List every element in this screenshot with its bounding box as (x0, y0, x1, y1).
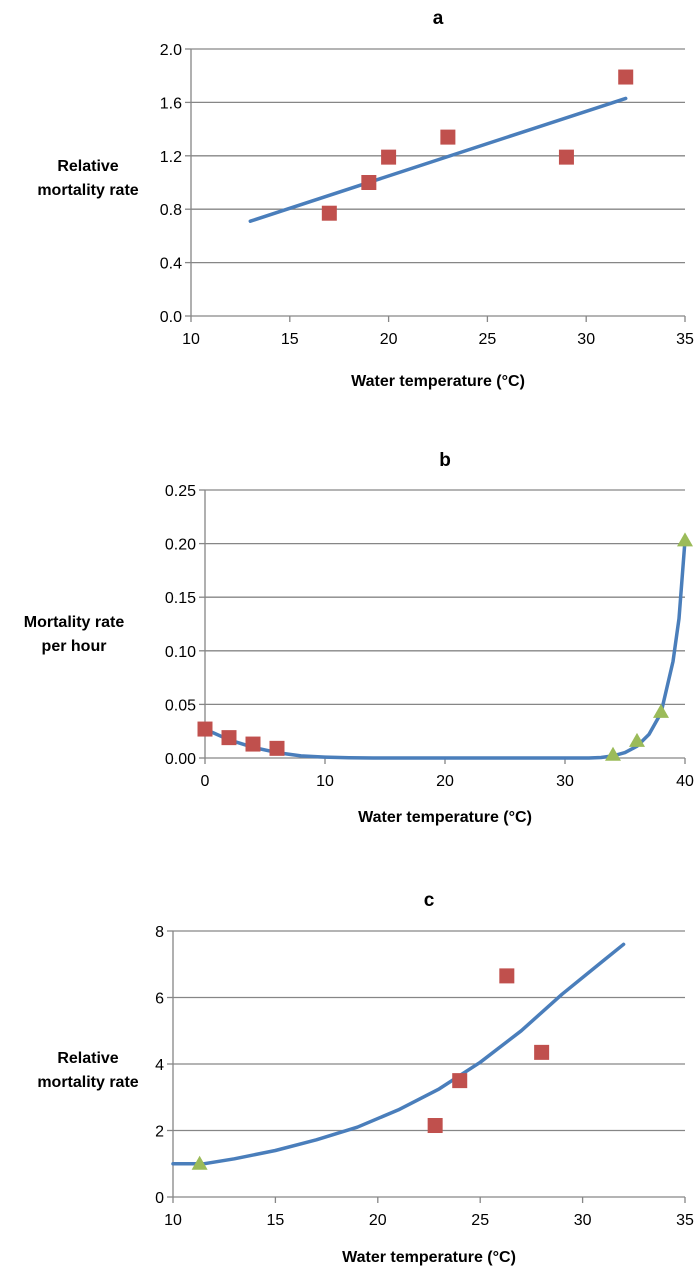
x-tick-label: 25 (479, 331, 497, 348)
square-data-point (534, 1044, 550, 1060)
y-tick-label: 0.4 (160, 256, 182, 273)
square-data-point (221, 730, 237, 746)
chart-c: 0 2 4 6 8 10 15 20 25 30 35 c Water temperature (°C)… (37, 890, 694, 1266)
triangle-data-point (629, 732, 645, 747)
triangle-data-point (605, 746, 621, 761)
triangle-data-point (653, 703, 669, 718)
y-tick-label: 0.10 (165, 644, 196, 661)
x-tick-label: 0 (201, 773, 210, 790)
y-axis-label: Mortality rate per hour (24, 614, 125, 655)
fit-line (171, 942, 626, 1166)
square-data-point (381, 149, 397, 165)
y-tick-label: 2 (155, 1124, 164, 1141)
x-tick-label: 15 (267, 1212, 285, 1229)
y-tick-label: 0.05 (165, 697, 196, 714)
square-data-point (269, 740, 285, 756)
y-tick-label: 0.15 (165, 590, 196, 607)
square-data-point (361, 175, 377, 190)
x-tick-label: 30 (577, 331, 595, 348)
x-axis-label: Water temperature (°C) (342, 1249, 516, 1266)
x-tick-label: 15 (281, 331, 299, 348)
x-tick-label: 10 (182, 331, 200, 348)
square-data-point (499, 968, 515, 984)
triangle-data-point (191, 1155, 208, 1170)
square-data-point (558, 149, 574, 165)
x-tick-label: 30 (556, 773, 574, 790)
x-tick-label: 10 (164, 1212, 182, 1229)
y-tick-label: 6 (155, 991, 164, 1008)
chart-title: a (433, 8, 444, 29)
y-tick-label: 1.2 (160, 149, 182, 166)
x-tick-label: 35 (676, 1212, 694, 1229)
square-data-point (197, 721, 213, 737)
chart-b: 0.00 0.05 0.10 0.15 0.20 0.25 0 10 20 30 40 b Water … (24, 450, 694, 826)
y-tick-label: 0.0 (160, 309, 182, 326)
x-tick-label: 20 (369, 1212, 387, 1229)
y-tick-label: 1.6 (160, 95, 182, 112)
y-tick-label: 0.00 (165, 751, 196, 768)
square-data-point (452, 1073, 468, 1089)
y-tick-label: 0 (155, 1190, 164, 1207)
square-data-point (321, 205, 337, 221)
y-tick-label: 0.20 (165, 537, 196, 554)
x-tick-label: 30 (574, 1212, 592, 1229)
x-axis-label: Water temperature (°C) (351, 373, 525, 390)
chart-title: b (439, 450, 451, 471)
y-axis-label: Relative mortality rate (37, 1050, 138, 1091)
x-tick-label: 20 (436, 773, 454, 790)
y-tick-label: 4 (155, 1057, 164, 1074)
x-tick-label: 35 (676, 331, 694, 348)
y-tick-label: 2.0 (160, 42, 182, 59)
square-data-point (618, 69, 634, 85)
x-axis-label: Water temperature (°C) (358, 809, 532, 826)
x-tick-label: 20 (380, 331, 398, 348)
triangle-data-point (677, 532, 693, 547)
y-axis-label: Relative mortality rate (37, 158, 138, 199)
y-tick-label: 0.8 (160, 202, 182, 219)
y-tick-label: 8 (155, 924, 164, 941)
fit-line (248, 96, 628, 223)
y-tick-label: 0.25 (165, 483, 196, 500)
chart-a: 0.0 0.4 0.8 1.2 1.6 2.0 10 15 20 25 30 35 a Water tem… (37, 8, 694, 390)
fit-line (203, 538, 687, 760)
x-tick-label: 10 (316, 773, 334, 790)
chart-title: c (424, 890, 435, 911)
square-data-point (440, 129, 456, 145)
square-data-point (245, 736, 261, 752)
square-data-point (427, 1118, 443, 1134)
x-tick-label: 25 (471, 1212, 489, 1229)
x-tick-label: 40 (676, 773, 694, 790)
